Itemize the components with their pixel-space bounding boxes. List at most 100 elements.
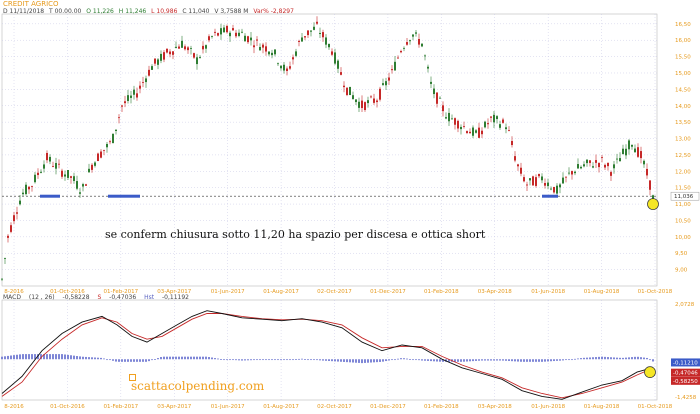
macd-hist-bar [283,359,285,361]
candle-body [652,195,654,202]
macd-hist-bar [637,356,639,360]
macd-hist-bar [460,359,462,362]
macd-hist-bar [79,356,81,360]
candle-body [334,52,336,64]
candle-body [193,53,195,58]
macd-hist-bar [190,356,192,360]
macd-hist-bar [622,357,624,360]
candle-body [190,48,192,49]
price-pane-frame [1,13,658,287]
candle-body [391,69,393,71]
time-value: T 00.00.00 [49,8,82,15]
macd-hist-bar [508,359,510,361]
candle-body [124,101,126,104]
macd-hist-bar [235,359,237,361]
candle-body [367,100,369,104]
candle-body [187,47,189,51]
candle-body [520,167,522,174]
macd-hist-bar [256,359,258,361]
y-tick-label: 16,00 [675,38,691,44]
macd-hist-bar [130,359,132,362]
candle-body [253,45,255,48]
ohlc-readout: D 11/11/2018 T 00.00.00 O 11,226 H 11,24… [3,8,297,15]
macd-hist-bar [307,359,309,361]
open-value: O 11,226 [86,8,114,15]
macd-x-tick-label: 02-Oct-2017 [317,404,352,410]
macd-hist-bar [640,357,642,360]
candle-body [556,185,558,194]
high-value: H 11,246 [118,8,147,15]
macd-readout: MACD (12 , 26) -0,58228 S -0,47036 Hst -… [3,294,195,301]
candle-body [583,164,585,167]
candle-body [508,130,510,131]
macd-hist-bar [193,356,195,360]
candle-body [454,118,456,125]
candle-body [25,184,27,195]
macd-x-tick-label: 03-Apr-2017 [157,404,192,410]
macd-hist-bar [424,359,426,361]
macd-hist-bar [586,357,588,360]
candle-body [421,43,423,47]
macd-hist-bar [205,356,207,360]
candle-body [199,56,201,58]
candle-body [637,147,639,157]
macd-value-box [671,368,700,377]
macd-label: MACD [3,294,21,301]
candle-body [439,97,441,99]
candle-body [52,166,54,167]
candle-body [127,95,129,101]
candle-body [415,32,417,34]
macd-hist-bar [592,357,594,360]
macd-hist-bar [337,359,339,362]
candle-body [574,171,576,174]
candle-body [580,166,582,169]
candle-body [343,85,345,88]
macd-hist-bar [472,359,474,362]
candle-body [610,172,612,176]
macd-hist-bar [1,356,3,360]
macd-hist-bar [526,359,528,362]
candle-body [247,36,249,43]
macd-hist-bar [298,358,300,360]
candle-body [451,118,453,120]
macd-hist-bar [649,359,651,361]
macd-hist-bar [49,354,51,360]
macd-x-tick-label: 03-Apr-2018 [478,404,513,410]
candle-body [403,47,405,49]
candle-body [130,95,132,98]
candle-body [517,164,519,167]
macd-hist-bar [145,359,147,362]
macd-hist-bar [274,359,276,361]
macd-hist-bar [574,358,576,360]
candle-body [589,160,591,163]
macd-hist-bar [439,359,441,362]
candle-body [481,130,483,135]
brand-watermark: scattacolpending.com [131,379,265,393]
macd-hist-bar [415,359,417,361]
macd-x-tick-label: 01-Oct-2016 [50,404,85,410]
macd-hist-bar [475,359,477,361]
macd-hist-bar [151,359,153,361]
macd-hist-bar [319,359,321,361]
candle-body [547,182,549,187]
macd-hist-bar [253,359,255,361]
candle-body [322,32,324,38]
macd-hist-bar [409,358,411,360]
macd-hist-bar [571,359,573,361]
candle-body [181,40,183,48]
macd-hist-bar [550,359,552,362]
macd-hist-bar [418,359,420,361]
macd-hist-bar [121,359,123,362]
candle-body [364,102,366,111]
macd-hist-bar [442,359,444,362]
macd-hist-bar [184,356,186,360]
macd-hist-bar [112,359,114,361]
macd-value: -0,58228 [62,294,90,301]
candle-body [397,57,399,59]
macd-hist-bar [346,359,348,363]
candle-body [436,92,438,104]
hist-label: Hst [144,294,155,301]
candle-body [499,124,501,128]
candle-body [64,174,66,177]
